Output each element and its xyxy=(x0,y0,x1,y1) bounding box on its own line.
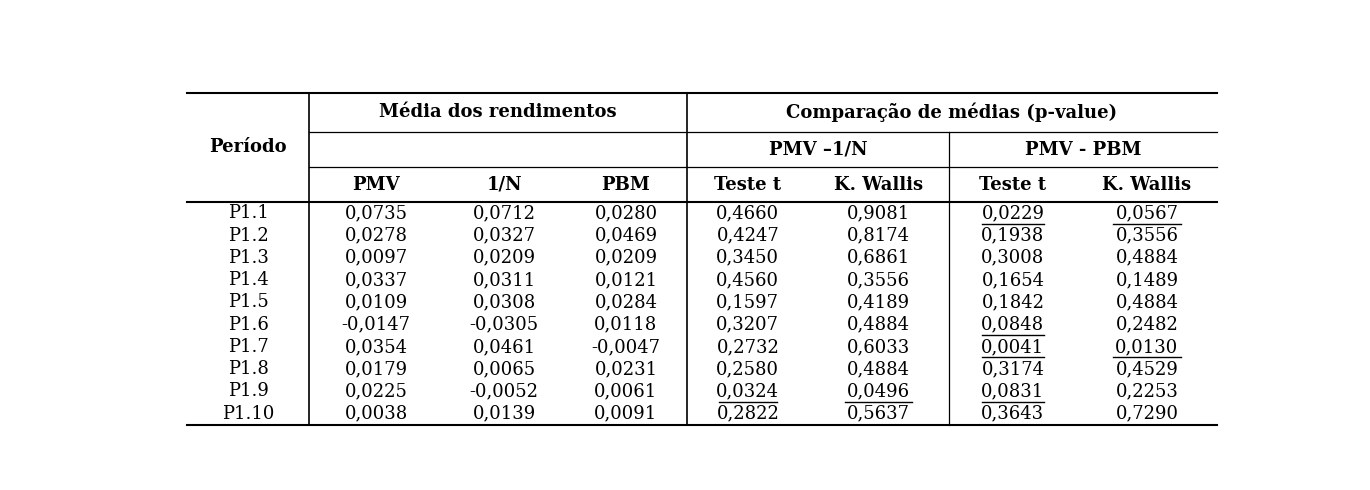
Text: 0,0118: 0,0118 xyxy=(595,316,658,334)
Text: 0,4884: 0,4884 xyxy=(1115,294,1178,311)
Text: 0,1597: 0,1597 xyxy=(717,294,780,311)
Text: 0,2822: 0,2822 xyxy=(717,405,780,423)
Text: 0,0038: 0,0038 xyxy=(344,405,408,423)
Text: 0,0848: 0,0848 xyxy=(981,316,1044,334)
Text: 0,4884: 0,4884 xyxy=(1115,249,1178,267)
Text: 0,1489: 0,1489 xyxy=(1115,271,1178,289)
Text: Teste t: Teste t xyxy=(714,176,781,194)
Text: 0,0280: 0,0280 xyxy=(595,204,658,222)
Text: 0,2253: 0,2253 xyxy=(1115,382,1178,400)
Text: 0,2732: 0,2732 xyxy=(717,338,780,356)
Text: 0,5637: 0,5637 xyxy=(848,405,910,423)
Text: K. Wallis: K. Wallis xyxy=(834,176,923,194)
Text: 0,3450: 0,3450 xyxy=(717,249,780,267)
Text: 0,2482: 0,2482 xyxy=(1115,316,1178,334)
Text: P1.9: P1.9 xyxy=(227,382,269,400)
Text: -0,0052: -0,0052 xyxy=(470,382,538,400)
Text: PMV - PBM: PMV - PBM xyxy=(1025,141,1141,159)
Text: 0,2580: 0,2580 xyxy=(717,360,780,378)
Text: 0,3008: 0,3008 xyxy=(981,249,1044,267)
Text: 0,0091: 0,0091 xyxy=(595,405,658,423)
Text: 1/N: 1/N xyxy=(486,176,522,194)
Text: 0,0061: 0,0061 xyxy=(595,382,658,400)
Text: 0,4560: 0,4560 xyxy=(717,271,780,289)
Text: 0,0209: 0,0209 xyxy=(473,249,536,267)
Text: 0,0065: 0,0065 xyxy=(473,360,536,378)
Text: 0,0308: 0,0308 xyxy=(473,294,536,311)
Text: P1.8: P1.8 xyxy=(227,360,269,378)
Text: 0,3174: 0,3174 xyxy=(981,360,1044,378)
Text: 0,0179: 0,0179 xyxy=(344,360,408,378)
Text: P1.1: P1.1 xyxy=(227,204,269,222)
Text: 0,4884: 0,4884 xyxy=(848,360,910,378)
Text: 0,0337: 0,0337 xyxy=(344,271,408,289)
Text: 0,0469: 0,0469 xyxy=(595,226,658,245)
Text: 0,4884: 0,4884 xyxy=(848,316,910,334)
Text: 0,0229: 0,0229 xyxy=(981,204,1044,222)
Text: PMV: PMV xyxy=(352,176,400,194)
Text: P1.2: P1.2 xyxy=(227,226,269,245)
Text: 0,0311: 0,0311 xyxy=(473,271,536,289)
Text: 0,3556: 0,3556 xyxy=(848,271,910,289)
Text: 0,0109: 0,0109 xyxy=(344,294,408,311)
Text: 0,0121: 0,0121 xyxy=(595,271,658,289)
Text: PBM: PBM xyxy=(601,176,651,194)
Text: 0,0097: 0,0097 xyxy=(344,249,408,267)
Text: 0,6033: 0,6033 xyxy=(847,338,911,356)
Text: 0,4189: 0,4189 xyxy=(847,294,911,311)
Text: 0,0567: 0,0567 xyxy=(1115,204,1178,222)
Text: 0,0130: 0,0130 xyxy=(1115,338,1178,356)
Text: 0,1654: 0,1654 xyxy=(981,271,1044,289)
Text: P1.10: P1.10 xyxy=(222,405,274,423)
Text: P1.4: P1.4 xyxy=(227,271,269,289)
Text: 0,0284: 0,0284 xyxy=(595,294,658,311)
Text: Média dos rendimentos: Média dos rendimentos xyxy=(379,103,616,122)
Text: 0,4247: 0,4247 xyxy=(717,226,780,245)
Text: 0,1938: 0,1938 xyxy=(981,226,1044,245)
Text: 0,0209: 0,0209 xyxy=(595,249,658,267)
Text: 0,3207: 0,3207 xyxy=(717,316,780,334)
Text: 0,0712: 0,0712 xyxy=(473,204,536,222)
Text: 0,8174: 0,8174 xyxy=(848,226,910,245)
Text: 0,0139: 0,0139 xyxy=(473,405,536,423)
Text: 0,0735: 0,0735 xyxy=(345,204,408,222)
Text: 0,4529: 0,4529 xyxy=(1115,360,1178,378)
Text: -0,0147: -0,0147 xyxy=(341,316,411,334)
Text: 0,0831: 0,0831 xyxy=(981,382,1044,400)
Text: 0,6861: 0,6861 xyxy=(847,249,911,267)
Text: 0,0496: 0,0496 xyxy=(847,382,911,400)
Text: P1.3: P1.3 xyxy=(227,249,269,267)
Text: P1.6: P1.6 xyxy=(227,316,269,334)
Text: PMV –1/N: PMV –1/N xyxy=(769,141,867,159)
Text: 0,0324: 0,0324 xyxy=(717,382,780,400)
Text: 0,0278: 0,0278 xyxy=(345,226,408,245)
Text: 0,0225: 0,0225 xyxy=(345,382,407,400)
Text: 0,0327: 0,0327 xyxy=(473,226,536,245)
Text: 0,0231: 0,0231 xyxy=(595,360,658,378)
Text: P1.7: P1.7 xyxy=(227,338,269,356)
Text: 0,0461: 0,0461 xyxy=(473,338,536,356)
Text: -0,0047: -0,0047 xyxy=(592,338,660,356)
Text: 0,4660: 0,4660 xyxy=(717,204,780,222)
Text: 0,3556: 0,3556 xyxy=(1115,226,1178,245)
Text: Teste t: Teste t xyxy=(980,176,1047,194)
Text: Comparação de médias (p-value): Comparação de médias (p-value) xyxy=(786,103,1118,122)
Text: 0,7290: 0,7290 xyxy=(1115,405,1178,423)
Text: Período: Período xyxy=(210,139,286,156)
Text: -0,0305: -0,0305 xyxy=(470,316,538,334)
Text: K. Wallis: K. Wallis xyxy=(1103,176,1192,194)
Text: 0,1842: 0,1842 xyxy=(981,294,1044,311)
Text: 0,0354: 0,0354 xyxy=(345,338,408,356)
Text: 0,9081: 0,9081 xyxy=(847,204,911,222)
Text: P1.5: P1.5 xyxy=(227,294,269,311)
Text: 0,3643: 0,3643 xyxy=(981,405,1044,423)
Text: 0,0041: 0,0041 xyxy=(981,338,1044,356)
